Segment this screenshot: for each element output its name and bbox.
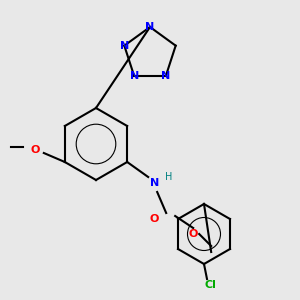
Text: O: O bbox=[149, 214, 159, 224]
Text: N: N bbox=[161, 71, 170, 81]
Text: O: O bbox=[30, 145, 40, 155]
Text: Cl: Cl bbox=[204, 280, 216, 290]
Text: O: O bbox=[188, 229, 198, 239]
Text: H: H bbox=[166, 172, 173, 182]
Text: N: N bbox=[120, 41, 129, 51]
Text: N: N bbox=[146, 22, 154, 32]
Text: N: N bbox=[130, 71, 139, 81]
Text: N: N bbox=[150, 178, 159, 188]
